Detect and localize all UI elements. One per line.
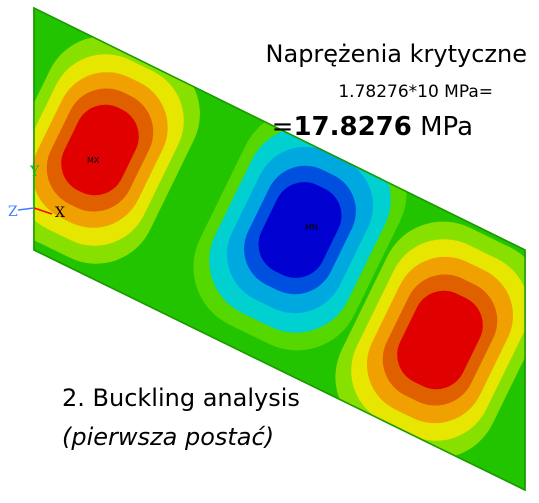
analysis-label: 2. Buckling analysis	[62, 384, 300, 412]
axis-triad: Y X Z	[8, 164, 65, 221]
stress-prefix: =	[271, 112, 294, 142]
max-marker-left: MX	[87, 156, 100, 165]
axis-x-label: X	[55, 205, 65, 221]
right-max-lobe	[335, 221, 525, 459]
min-marker-center: MN	[305, 223, 318, 232]
mode-label: (pierwsza postać)	[62, 423, 275, 451]
stress-result: =17.8276 MPa	[272, 112, 473, 142]
critical-stress-title: Naprężenia krytyczne	[265, 40, 527, 68]
left-max-lobe	[34, 36, 200, 264]
stress-formula: 1.78276*10 MPa=	[338, 82, 493, 102]
axis-y-label: Y	[29, 164, 40, 180]
center-min-lobe	[193, 109, 407, 351]
stress-value: 17.8276	[293, 112, 412, 142]
axis-z-label: Z	[8, 204, 18, 220]
stress-unit: MPa	[411, 112, 473, 142]
